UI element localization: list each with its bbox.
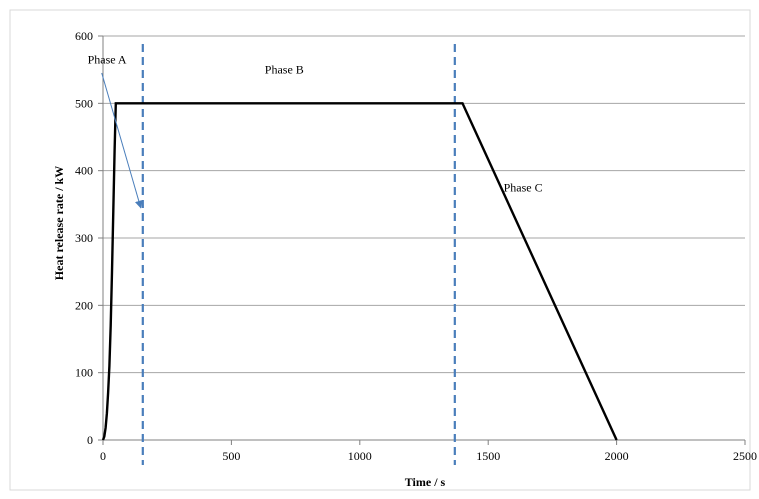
y-tick-label: 400 — [75, 164, 93, 178]
y-tick-label: 0 — [87, 433, 93, 447]
y-tick-label: 300 — [75, 231, 93, 245]
x-tick-label: 500 — [222, 449, 240, 463]
phase-label: Phase A — [88, 53, 127, 67]
heat-release-line — [101, 102, 618, 441]
x-axis-title: Time / s — [405, 475, 446, 489]
x-tick-label: 1500 — [476, 449, 500, 463]
y-axis-title: Heat release rate / kW — [52, 166, 66, 280]
y-tick-label: 200 — [75, 298, 93, 312]
x-tick-label: 0 — [100, 449, 106, 463]
chart-border — [9, 9, 751, 491]
phase-a-arrow — [101, 72, 143, 209]
phase-label: Phase B — [265, 63, 304, 77]
y-tick-label: 500 — [75, 96, 93, 110]
y-tick-label: 100 — [75, 366, 93, 380]
x-tick-label: 2000 — [605, 449, 629, 463]
phase-label: Phase C — [504, 181, 543, 195]
y-tick-label: 600 — [75, 29, 93, 43]
x-tick-label: 2500 — [733, 449, 757, 463]
x-tick-label: 1000 — [348, 449, 372, 463]
